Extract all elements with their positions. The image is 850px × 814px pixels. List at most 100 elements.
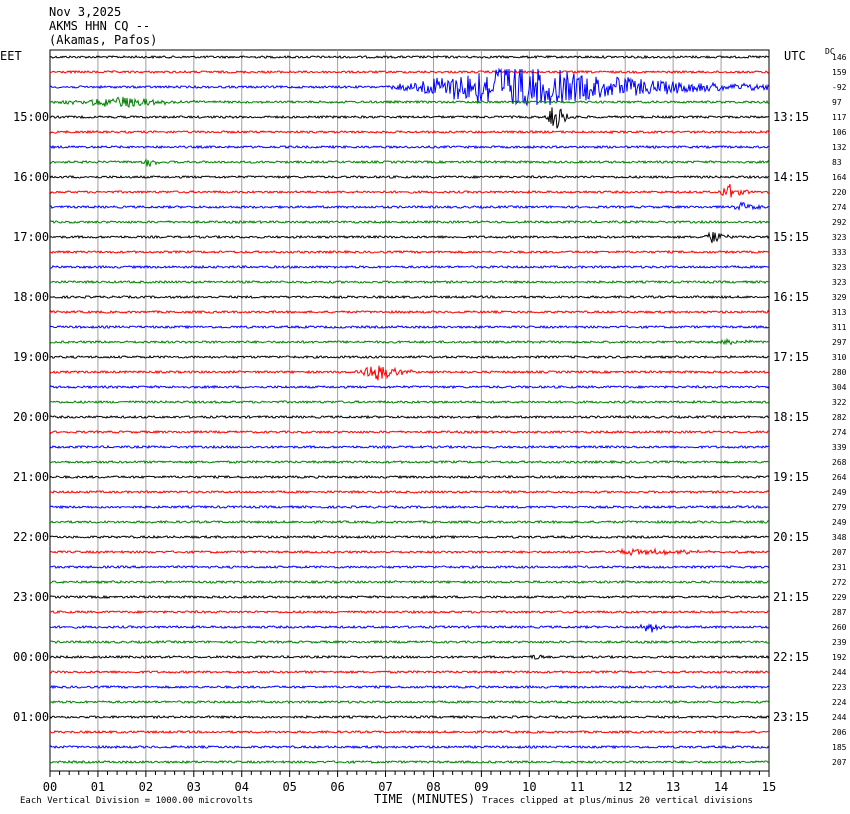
dc-value: 329 (832, 293, 847, 302)
x-tick-label: 13 (666, 780, 680, 794)
left-time-label: 23:00 (13, 590, 49, 604)
trace-row-27 (49, 459, 770, 465)
dc-value: 192 (832, 653, 847, 662)
dc-value: 206 (832, 728, 847, 737)
trace-row-42 (49, 684, 770, 690)
trace-row-18 (49, 324, 769, 330)
trace-row-46 (49, 744, 770, 750)
trace-row-45 (49, 729, 770, 735)
dc-value: 164 (832, 173, 847, 182)
dc-value: 311 (832, 323, 847, 332)
dc-value: 348 (832, 533, 847, 542)
dc-value: 304 (832, 383, 847, 392)
x-tick-label: 05 (282, 780, 296, 794)
trace-row-41 (49, 669, 770, 675)
dc-value: 229 (832, 593, 847, 602)
x-tick-label: 00 (43, 780, 57, 794)
trace-row-9 (49, 184, 770, 198)
left-time-label: 15:00 (13, 110, 49, 124)
left-time-label: 19:00 (13, 350, 49, 364)
trace-row-14 (50, 264, 770, 270)
dc-value: 239 (832, 638, 847, 647)
dc-value: 279 (832, 503, 847, 512)
right-time-label: 13:15 (773, 110, 809, 124)
dc-value: 249 (832, 518, 847, 527)
dc-value: 224 (832, 698, 847, 707)
trace-row-23 (49, 399, 770, 405)
dc-value: 274 (832, 203, 847, 212)
trace-row-13 (49, 249, 770, 255)
dc-value: 207 (832, 548, 847, 557)
dc-value: 244 (832, 713, 847, 722)
trace-row-47 (49, 759, 770, 765)
dc-value: 322 (832, 398, 847, 407)
right-time-label: 16:15 (773, 290, 809, 304)
dc-value: 223 (832, 683, 847, 692)
x-tick-label: 03 (187, 780, 201, 794)
trace-row-1 (49, 69, 770, 75)
trace-row-24 (49, 414, 770, 420)
x-tick-label: 08 (426, 780, 440, 794)
trace-row-31 (49, 519, 770, 525)
trace-row-3 (49, 96, 770, 108)
trace-row-33 (49, 547, 770, 557)
trace-row-25 (49, 429, 770, 435)
dc-value: -92 (832, 83, 847, 92)
dc-value: 282 (832, 413, 847, 422)
x-axis-label: TIME (MINUTES) (374, 792, 476, 806)
trace-row-34 (49, 564, 770, 570)
plot-date: Nov 3,2025 (49, 5, 122, 19)
dc-value: 231 (832, 563, 847, 572)
dc-value: 323 (832, 278, 847, 287)
left-time-label: 16:00 (13, 170, 49, 184)
trace-row-26 (49, 444, 770, 450)
dc-value: 220 (832, 188, 847, 197)
trace-row-37 (49, 609, 770, 615)
station-location: (Akamas, Pafos) (49, 33, 158, 47)
dc-value: 83 (832, 158, 842, 167)
trace-row-19 (49, 337, 770, 346)
x-axis: 00 01 02 03 04 05 06 07 08 09 10 11 12 13 14 15 (43, 770, 776, 794)
dc-value: 207 (832, 758, 847, 767)
left-time-label: 21:00 (13, 470, 49, 484)
trace-row-39 (49, 639, 770, 645)
left-time-label: 00:00 (13, 650, 49, 664)
trace-row-6 (49, 144, 770, 150)
trace-row-17 (49, 309, 770, 315)
dc-value: 159 (832, 68, 847, 77)
plot-frame (49, 49, 770, 772)
right-time-label: 15:15 (773, 230, 809, 244)
dc-value: 146 (832, 53, 847, 62)
x-tick-label: 02 (139, 780, 153, 794)
clip-note: Traces clipped at plus/minus 20 vertical… (482, 796, 753, 806)
trace-row-30 (49, 504, 769, 510)
right-timezone-label: UTC (784, 49, 806, 63)
station-code: AKMS HHN CQ -- (49, 19, 151, 33)
dc-value: 117 (832, 113, 847, 122)
trace-row-28 (49, 474, 770, 480)
trace-row-43 (49, 699, 770, 705)
seismic-traces (49, 54, 770, 765)
x-tick-label: 10 (522, 780, 536, 794)
trace-row-32 (49, 534, 770, 540)
trace-row-15 (49, 279, 770, 285)
dc-value: 97 (832, 98, 842, 107)
dc-value: 132 (832, 143, 847, 152)
trace-row-20 (49, 354, 770, 360)
right-time-label: 20:15 (773, 530, 809, 544)
dc-value: 280 (832, 368, 847, 377)
dc-value: 333 (832, 248, 847, 257)
trace-row-0 (49, 54, 770, 60)
x-tick-label: 06 (330, 780, 344, 794)
trace-row-40 (49, 654, 770, 660)
dc-value: 249 (832, 488, 847, 497)
dc-label: DC (825, 47, 835, 56)
minute-grid (49, 49, 770, 772)
trace-row-4 (49, 107, 770, 129)
dc-value: 323 (832, 263, 847, 272)
dc-value: 339 (832, 443, 847, 452)
x-tick-label: 07 (378, 780, 392, 794)
trace-row-12 (49, 231, 770, 244)
dc-value: 244 (832, 668, 847, 677)
